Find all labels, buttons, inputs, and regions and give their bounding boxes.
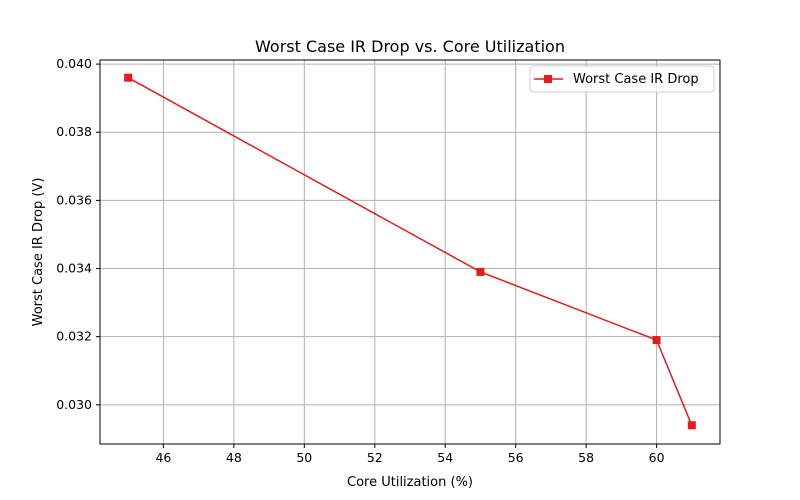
x-tick-label: 58 xyxy=(578,450,594,465)
chart-title: Worst Case IR Drop vs. Core Utilization xyxy=(255,37,565,56)
legend: Worst Case IR Drop xyxy=(529,65,715,93)
y-tick-label: 0.032 xyxy=(56,329,92,344)
x-tick-label: 54 xyxy=(437,450,453,465)
x-axis-label: Core Utilization (%) xyxy=(347,475,473,490)
x-tick-label: 46 xyxy=(155,450,171,465)
ticks: 46 48 50 52 54 56 58 60 0.030 0.032 0.034 0.036 0.03… xyxy=(56,56,664,465)
grid xyxy=(100,60,720,444)
data-point xyxy=(652,336,661,345)
x-tick-label: 60 xyxy=(649,450,665,465)
y-tick-label: 0.030 xyxy=(56,397,92,412)
y-axis-label: Worst Case IR Drop (V) xyxy=(31,178,46,327)
x-tick-label: 48 xyxy=(226,450,242,465)
legend-box xyxy=(529,65,715,93)
series xyxy=(124,73,696,430)
series-line xyxy=(127,77,693,426)
legend-label: Worst Case IR Drop xyxy=(573,72,699,87)
x-tick-label: 52 xyxy=(367,450,383,465)
y-tick-label: 0.040 xyxy=(56,56,92,71)
x-tick-label: 50 xyxy=(296,450,312,465)
x-tick-label: 56 xyxy=(508,450,524,465)
y-tick-label: 0.038 xyxy=(56,124,92,139)
data-point xyxy=(124,73,133,82)
y-tick-label: 0.034 xyxy=(56,261,92,276)
plot-area xyxy=(99,59,721,445)
data-point xyxy=(687,421,696,430)
data-point xyxy=(476,267,485,276)
legend-marker xyxy=(544,75,552,83)
y-tick-label: 0.036 xyxy=(56,192,92,207)
